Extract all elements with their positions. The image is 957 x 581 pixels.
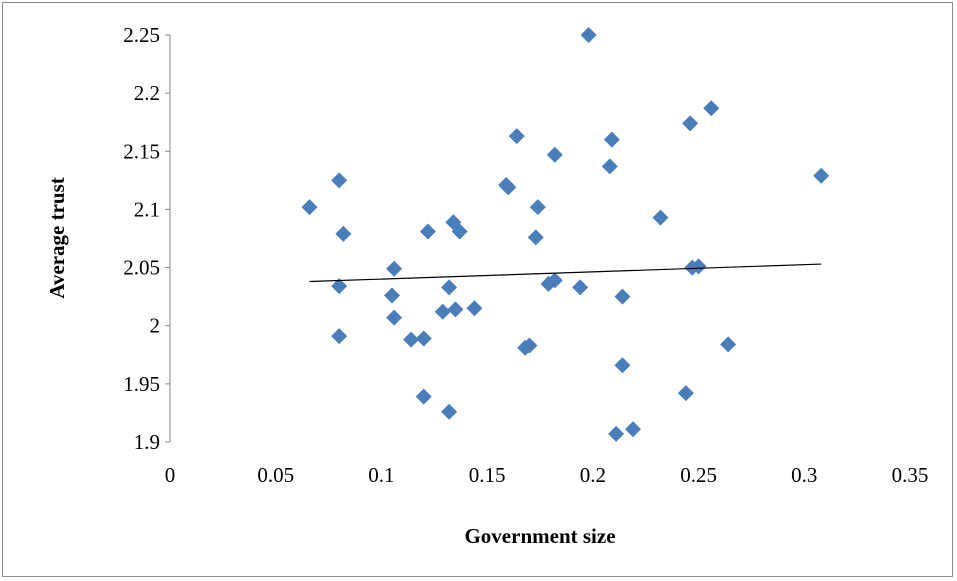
data-point [813,167,830,184]
y-axis-ticks: 1.9 1.95 2 2.05 2.1 2.15 2.2 2.25 [123,23,170,454]
data-point [546,146,563,163]
data-point [441,279,458,296]
data-point [529,199,546,216]
x-tick-label: 0 [165,463,176,487]
data-point [447,301,464,318]
trendline [309,263,822,283]
y-tick-label: 2.1 [134,197,160,221]
data-point [690,258,707,275]
data-points [301,27,830,442]
x-tick-label: 0.35 [892,463,929,487]
data-point [720,336,737,353]
y-axis-title: Average trust [45,177,69,298]
data-point [608,425,625,442]
data-point [386,309,403,326]
data-point [677,385,694,402]
data-point [572,279,589,296]
y-tick-label: 2.05 [123,256,160,280]
x-tick-label: 0.1 [368,463,394,487]
data-point [703,100,720,117]
data-point [415,330,432,347]
data-point [682,115,699,132]
y-tick-label: 2.2 [134,81,160,105]
data-point [527,229,544,246]
y-tick-label: 1.95 [123,372,160,396]
data-point [403,331,420,348]
data-point [451,223,468,240]
data-point [580,27,597,43]
data-point [546,272,563,289]
x-tick-label: 0.05 [257,463,294,487]
data-point [508,128,525,145]
data-point [601,158,618,175]
x-tick-label: 0.15 [469,463,506,487]
data-point [500,179,517,196]
x-tick-label: 0.3 [791,463,817,487]
data-point [603,131,620,148]
data-point [384,287,400,304]
data-point [419,223,436,240]
data-point [625,421,642,438]
data-point [331,328,348,345]
x-axis-title: Government size [464,524,615,548]
data-point [386,260,403,277]
data-point [434,303,451,320]
x-tick-label: 0.25 [680,463,717,487]
data-point [614,288,631,305]
data-point [652,209,669,226]
y-tick-label: 2.25 [123,23,160,47]
data-point [331,278,348,295]
data-point [521,337,538,354]
data-point [335,225,352,242]
y-tick-label: 2 [150,314,161,338]
x-axis-ticks: 0 0.05 0.1 0.15 0.2 0.25 0.3 0.35 [165,463,929,487]
data-point [415,388,432,405]
data-point [614,357,631,374]
data-point [301,199,318,216]
data-point [466,300,483,317]
data-point [331,172,348,189]
data-point [441,403,458,420]
x-tick-label: 0.2 [580,463,606,487]
y-tick-label: 1.9 [134,430,160,454]
y-tick-label: 2.15 [123,139,160,163]
